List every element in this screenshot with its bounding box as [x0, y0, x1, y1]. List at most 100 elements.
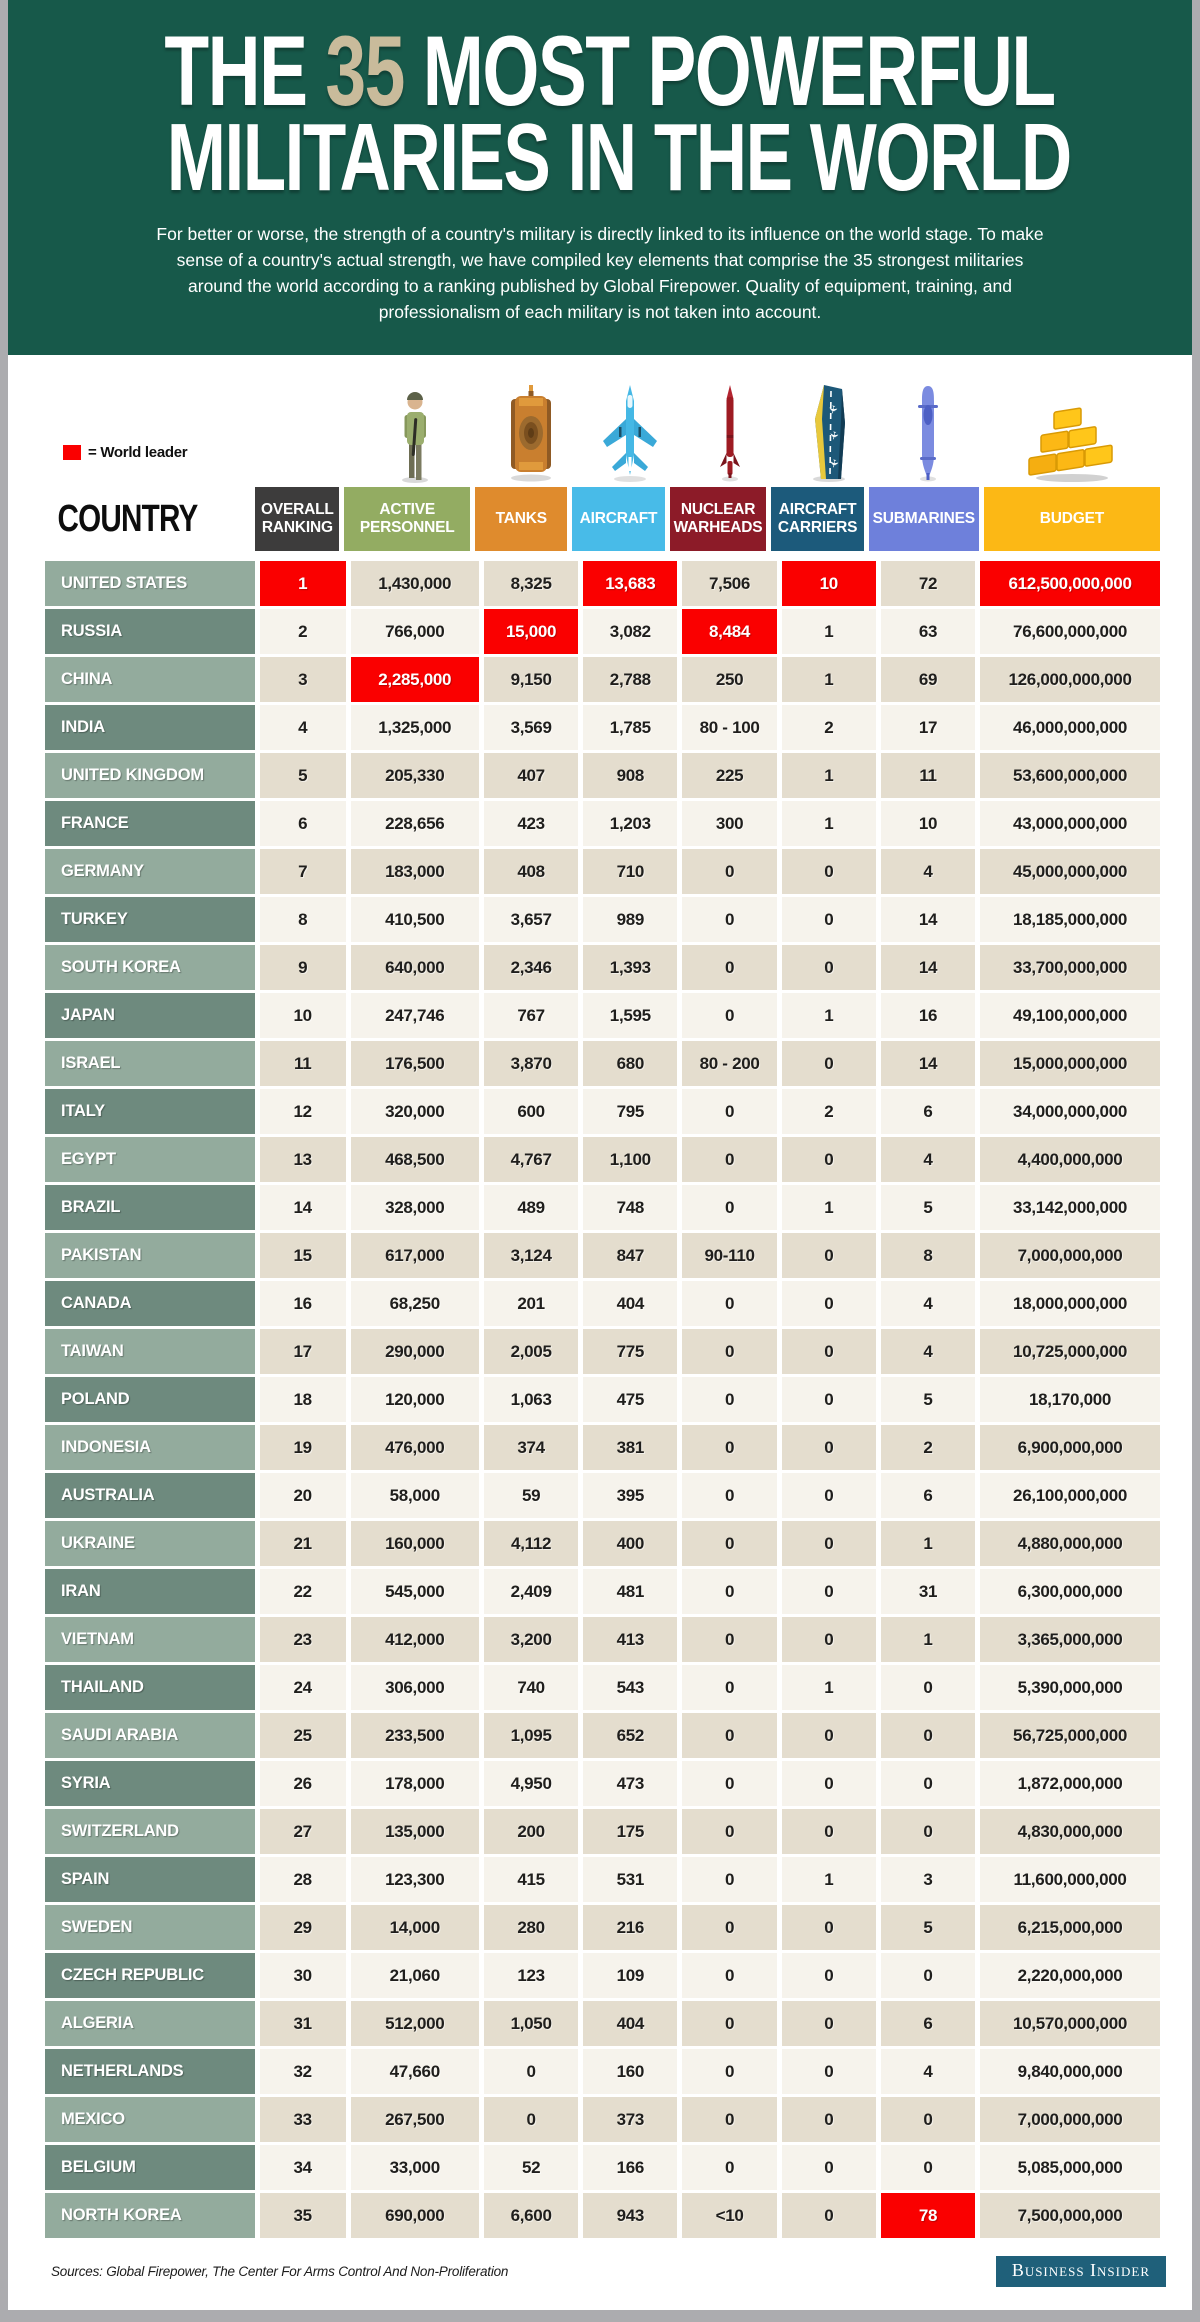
value-cell-submarines: 8 [880, 1233, 976, 1278]
value-cell-aircraft: 543 [583, 1665, 678, 1710]
value-cell-tanks: 3,657 [484, 897, 579, 942]
value-cell-tanks: 3,870 [484, 1041, 579, 1086]
value-cell-budget: 1,872,000,000 [980, 1761, 1160, 1806]
svg-text:✈: ✈ [826, 458, 839, 469]
value-cell-budget: 612,500,000,000 [980, 561, 1160, 606]
table-row: INDONESIA 19 476,000 374 381 0 0 2 6,900,000,000 [45, 1425, 1160, 1470]
country-cell: IRAN [45, 1569, 255, 1614]
value-cell-aircraft: 943 [583, 2193, 678, 2238]
table-row: SYRIA 26 178,000 4,950 473 0 0 0 1,872,000,000 [45, 1761, 1160, 1806]
value-cell-submarines: 4 [880, 1281, 976, 1326]
table-row: ALGERIA 31 512,000 1,050 404 0 0 6 10,570,000,00… [45, 2001, 1160, 2046]
value-cell-budget: 126,000,000,000 [980, 657, 1160, 702]
value-cell-ranking: 22 [259, 1569, 346, 1614]
value-cell-nuclear: 0 [682, 1137, 777, 1182]
value-cell-submarines: 4 [880, 1137, 976, 1182]
value-cell-ranking: 18 [259, 1377, 346, 1422]
country-cell: SPAIN [45, 1857, 255, 1902]
value-cell-ranking: 12 [259, 1089, 346, 1134]
country-cell: THAILAND [45, 1665, 255, 1710]
value-cell-budget: 18,185,000,000 [980, 897, 1160, 942]
value-cell-submarines: 4 [880, 1329, 976, 1374]
value-cell-tanks: 8,325 [484, 561, 579, 606]
value-cell-personnel: 68,250 [350, 1281, 479, 1326]
page-title: THE 35 MOST POWERFUL MILITARIES IN THE W… [8, 0, 1192, 212]
value-cell-carriers: 0 [781, 945, 876, 990]
value-cell-nuclear: 0 [682, 1569, 777, 1614]
value-cell-tanks: 59 [484, 1473, 579, 1518]
value-cell-budget: 6,900,000,000 [980, 1425, 1160, 1470]
value-cell-nuclear: 0 [682, 1185, 777, 1230]
value-cell-personnel: 267,500 [350, 2097, 479, 2142]
table-row: CANADA 16 68,250 201 404 0 0 4 18,000,000,000 [45, 1281, 1160, 1326]
value-cell-tanks: 415 [484, 1857, 579, 1902]
value-cell-submarines: 5 [880, 1377, 976, 1422]
value-cell-carriers: 1 [781, 609, 876, 654]
value-cell-aircraft: 2,788 [583, 657, 678, 702]
value-cell-nuclear: 300 [682, 801, 777, 846]
value-cell-carriers: 0 [781, 1521, 876, 1566]
value-cell-nuclear: 0 [682, 1473, 777, 1518]
value-cell-nuclear: 0 [682, 2097, 777, 2142]
country-cell: MEXICO [45, 2097, 255, 2142]
country-cell: BELGIUM [45, 2145, 255, 2190]
value-cell-personnel: 160,000 [350, 1521, 479, 1566]
value-cell-carriers: 1 [781, 657, 876, 702]
value-cell-ranking: 15 [259, 1233, 346, 1278]
value-cell-aircraft: 775 [583, 1329, 678, 1374]
value-cell-carriers: 0 [781, 2145, 876, 2190]
world-leader-swatch-icon [63, 445, 81, 460]
value-cell-ranking: 27 [259, 1809, 346, 1854]
value-cell-personnel: 1,430,000 [350, 561, 479, 606]
value-cell-aircraft: 795 [583, 1089, 678, 1134]
country-cell: BRAZIL [45, 1185, 255, 1230]
country-cell: SYRIA [45, 1761, 255, 1806]
column-header-personnel: ACTIVE PERSONNEL [344, 487, 471, 551]
value-cell-submarines: 1 [880, 1617, 976, 1662]
value-cell-tanks: 52 [484, 2145, 579, 2190]
table-row: SPAIN 28 123,300 415 531 0 1 3 11,600,000,000 [45, 1857, 1160, 1902]
value-cell-nuclear: 250 [682, 657, 777, 702]
value-cell-tanks: 4,950 [484, 1761, 579, 1806]
value-cell-personnel: 120,000 [350, 1377, 479, 1422]
value-cell-aircraft: 481 [583, 1569, 678, 1614]
value-cell-aircraft: 1,203 [583, 801, 678, 846]
value-cell-tanks: 200 [484, 1809, 579, 1854]
hero-header: THE 35 MOST POWERFUL MILITARIES IN THE W… [8, 0, 1192, 355]
intro-text: For better or worse, the strength of a c… [156, 224, 1044, 323]
value-cell-carriers: 10 [781, 561, 876, 606]
value-cell-carriers: 0 [781, 1953, 876, 1998]
value-cell-nuclear: 0 [682, 2049, 777, 2094]
value-cell-submarines: 72 [880, 561, 976, 606]
value-cell-budget: 53,600,000,000 [980, 753, 1160, 798]
table-row: CHINA 3 2,285,000 9,150 2,788 250 1 69 126,000,0… [45, 657, 1160, 702]
value-cell-ranking: 16 [259, 1281, 346, 1326]
table-row: INDIA 4 1,325,000 3,569 1,785 80 - 100 2 17 46,0… [45, 705, 1160, 750]
country-cell: SAUDI ARABIA [45, 1713, 255, 1758]
value-cell-aircraft: 1,100 [583, 1137, 678, 1182]
table-row: ITALY 12 320,000 600 795 0 2 6 34,000,000,000 [45, 1089, 1160, 1134]
value-cell-carriers: 0 [781, 2193, 876, 2238]
country-cell: EGYPT [45, 1137, 255, 1182]
country-cell: FRANCE [45, 801, 255, 846]
value-cell-budget: 6,215,000,000 [980, 1905, 1160, 1950]
value-cell-ranking: 34 [259, 2145, 346, 2190]
value-cell-aircraft: 531 [583, 1857, 678, 1902]
value-cell-carriers: 0 [781, 1617, 876, 1662]
value-cell-carriers: 0 [781, 1905, 876, 1950]
value-cell-nuclear: 0 [682, 1809, 777, 1854]
title-line-2: MILITARIES IN THE WORLD [166, 104, 1072, 212]
value-cell-tanks: 407 [484, 753, 579, 798]
value-cell-carriers: 0 [781, 1233, 876, 1278]
value-cell-carriers: 0 [781, 1329, 876, 1374]
table-row: SWEDEN 29 14,000 280 216 0 0 5 6,215,000,000 [45, 1905, 1160, 1950]
value-cell-budget: 76,600,000,000 [980, 609, 1160, 654]
country-cell: ISRAEL [45, 1041, 255, 1086]
value-cell-tanks: 1,063 [484, 1377, 579, 1422]
value-cell-nuclear: 0 [682, 1329, 777, 1374]
value-cell-carriers: 0 [781, 1041, 876, 1086]
country-cell: JAPAN [45, 993, 255, 1038]
category-icons-row: ✈ ✈ ✈ [45, 383, 1160, 483]
value-cell-tanks: 9,150 [484, 657, 579, 702]
value-cell-tanks: 374 [484, 1425, 579, 1470]
